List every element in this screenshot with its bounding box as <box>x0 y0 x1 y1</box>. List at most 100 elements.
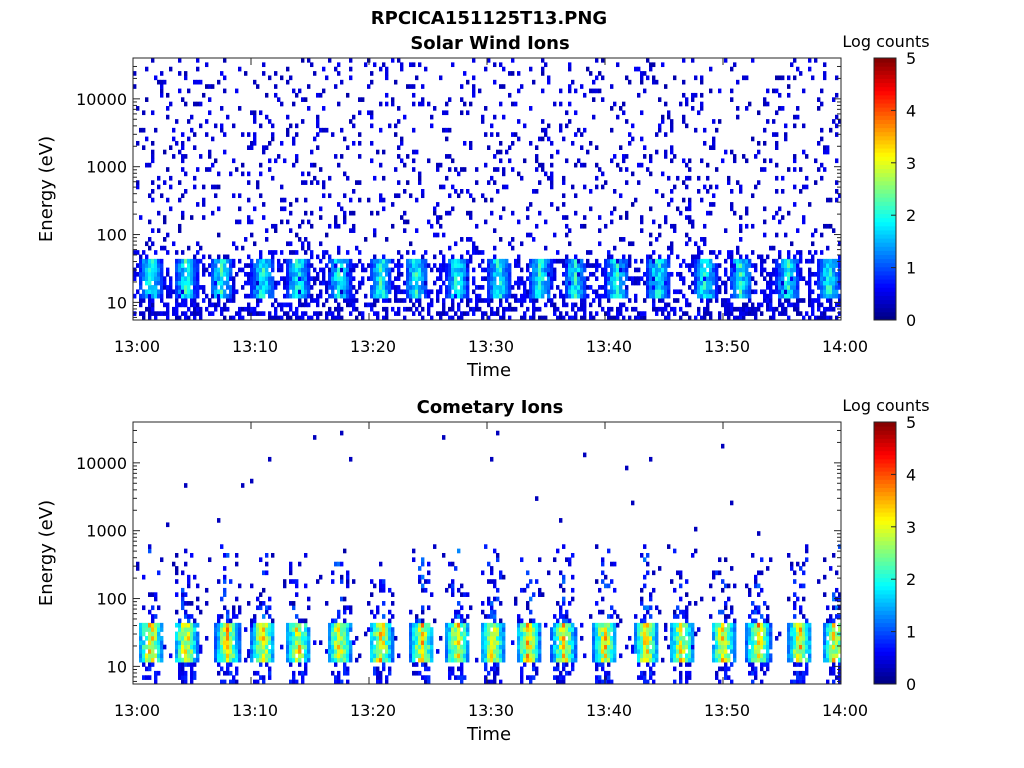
spectrogram-cell <box>742 75 746 81</box>
spectrogram-cell <box>340 79 344 85</box>
spectrogram-cell <box>655 293 659 299</box>
spectrogram-cell <box>307 640 311 645</box>
spectrogram-cell <box>649 293 653 299</box>
spectrogram-cell <box>385 263 389 268</box>
spectrogram-cell <box>214 158 218 164</box>
spectrogram-cell <box>286 649 290 654</box>
spectrogram-cell <box>544 271 548 277</box>
spectrogram-cell <box>595 289 599 295</box>
spectrogram-cell <box>370 609 374 615</box>
spectrogram-cell <box>289 649 293 654</box>
spectrogram-cell <box>610 267 614 273</box>
spectrogram-cell <box>298 649 302 654</box>
spectrogram-cell <box>373 293 377 299</box>
spectrogram-cell <box>832 258 836 264</box>
spectrogram-cell <box>298 289 302 295</box>
spectrogram-cell <box>427 653 431 659</box>
spectrogram-cell <box>229 679 233 685</box>
spectrogram-cell <box>193 315 197 321</box>
spectrogram-cell <box>355 306 359 312</box>
spectrogram-cell <box>835 158 839 164</box>
spectrogram-cell <box>835 114 839 120</box>
spectrogram-cell <box>181 670 185 676</box>
spectrogram-cell <box>460 649 464 654</box>
spectrogram-cell <box>700 106 704 111</box>
colorbar-segment <box>874 168 896 174</box>
spectrogram-cell <box>250 627 254 632</box>
spectrogram-cell <box>178 627 182 632</box>
spectrogram-cell <box>736 79 740 85</box>
spectrogram-cell <box>271 302 275 308</box>
spectrogram-cell <box>781 293 785 299</box>
spectrogram-cell <box>235 311 239 316</box>
spectrogram-cell <box>457 649 461 654</box>
spectrogram-cell <box>655 276 659 281</box>
spectrogram-cell <box>562 280 566 286</box>
spectrogram-cell <box>334 635 338 641</box>
colorbar-segment <box>874 315 896 321</box>
spectrogram-cell <box>175 285 179 290</box>
spectrogram-cell <box>610 293 614 299</box>
spectrogram-cell <box>688 197 692 203</box>
colorbar-segment <box>874 225 896 231</box>
spectrogram-cell <box>742 306 746 312</box>
spectrogram-cell <box>487 653 491 659</box>
spectrogram-cell <box>742 271 746 277</box>
spectrogram-cell <box>262 202 266 207</box>
spectrogram-cell <box>232 609 236 615</box>
spectrogram-cell <box>220 280 224 286</box>
spectrogram-cell <box>148 649 152 654</box>
spectrogram-cell <box>145 293 149 299</box>
spectrogram-cell <box>457 627 461 632</box>
spectrogram-cell <box>787 254 791 260</box>
spectrogram-cell <box>454 657 458 663</box>
spectrogram-cell <box>385 280 389 286</box>
spectrogram-cell <box>538 657 542 663</box>
spectrogram-cell <box>160 644 164 650</box>
spectrogram-cell <box>256 596 260 602</box>
spectrogram-cell <box>526 263 530 268</box>
spectrogram-cell <box>289 271 293 277</box>
spectrogram-cell <box>625 258 629 264</box>
spectrogram-cell <box>826 223 830 229</box>
spectrogram-cell <box>175 293 179 299</box>
spectrogram-cell <box>598 215 602 220</box>
spectrogram-cell <box>169 101 173 107</box>
spectrogram-cell <box>349 267 353 273</box>
spectrogram-cell <box>184 267 188 273</box>
spectrogram-cell <box>430 631 434 637</box>
spectrogram-cell <box>190 553 194 558</box>
spectrogram-cell <box>553 657 557 663</box>
spectrogram-cell <box>793 58 797 63</box>
spectrogram-cell <box>448 245 452 251</box>
colorbar-segment <box>874 189 896 194</box>
spectrogram-cell <box>709 184 713 190</box>
spectrogram-cell <box>700 75 704 81</box>
spectrogram-cell <box>193 311 197 316</box>
spectrogram-cell <box>607 583 611 589</box>
spectrogram-cell <box>829 276 833 281</box>
spectrogram-cell <box>640 219 644 225</box>
spectrogram-cell <box>415 306 419 312</box>
spectrogram-cell <box>199 101 203 107</box>
spectrogram-cell <box>433 618 437 624</box>
colorbar-segment <box>874 58 896 63</box>
spectrogram-cell <box>706 258 710 264</box>
spectrogram-cell <box>145 66 149 72</box>
spectrogram-cell <box>469 254 473 260</box>
spectrogram-cell <box>178 644 182 650</box>
spectrogram-cell <box>523 123 527 129</box>
spectrogram-cell <box>163 219 167 225</box>
spectrogram-cell <box>511 132 515 137</box>
spectrogram-cell <box>313 162 317 168</box>
spectrogram-cell <box>178 88 182 94</box>
spectrogram-cell <box>685 206 689 212</box>
spectrogram-cell <box>295 154 299 159</box>
spectrogram-cell <box>463 285 467 290</box>
spectrogram-cell <box>616 622 620 628</box>
spectrogram-cell <box>193 298 197 303</box>
spectrogram-cell <box>421 627 425 632</box>
spectrogram-cell <box>502 167 506 172</box>
spectrogram-cell <box>256 258 260 264</box>
colorbar-segment <box>874 283 896 288</box>
